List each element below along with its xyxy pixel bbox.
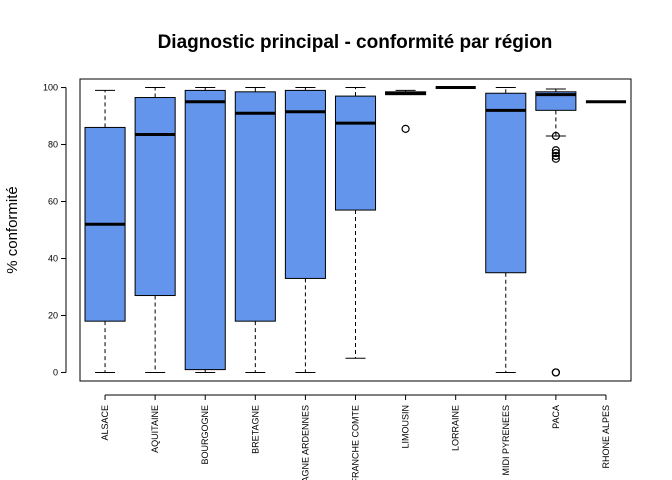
box-group <box>134 87 176 373</box>
y-tick-label: 40 <box>48 253 58 263</box>
x-tick-label: MIDI PYRENEES <box>501 405 511 476</box>
outlier-point <box>551 151 560 161</box>
y-tick-label: 20 <box>48 310 58 320</box>
box-group <box>284 87 326 373</box>
outlier-point <box>551 146 560 155</box>
box-group <box>234 87 276 373</box>
box-iqr <box>535 91 577 111</box>
x-tick-label: LIMOUSIN <box>401 405 411 449</box>
y-axis: 0 20 40 60 80 100 <box>43 83 67 377</box>
box-iqr <box>485 92 527 274</box>
x-axis: ALSACE AQUITAINE BOURGOGNE BRETAGNE CHAMPAGN… <box>100 394 611 480</box>
box-group <box>184 87 226 373</box>
box-group <box>334 87 377 359</box>
outlier-point <box>401 124 410 133</box>
box-group <box>485 87 527 373</box>
outlier-point <box>551 368 560 377</box>
y-tick-label: 80 <box>48 140 58 150</box>
box-iqr <box>184 89 226 371</box>
outlier-point <box>551 131 560 141</box>
x-tick-label: RHONE ALPES <box>601 405 611 469</box>
box-group <box>535 88 577 377</box>
x-tick-label: FRANCHE COMTE <box>351 405 361 480</box>
box-series <box>84 86 626 377</box>
x-tick-label: ALSACE <box>100 405 110 441</box>
x-tick-label: PACA <box>551 405 561 429</box>
y-tick-label: 100 <box>43 83 58 93</box>
y-tick-label: 0 <box>53 367 58 377</box>
x-tick-label: LORRAINE <box>451 405 461 451</box>
box-iqr <box>134 97 176 297</box>
x-tick-label: BRETAGNE <box>250 405 260 454</box>
x-tick-label: AQUITAINE <box>150 405 160 453</box>
box-group <box>385 89 427 133</box>
x-tick-label: CHAMPAGNE ARDENNES <box>300 405 310 480</box>
box-group <box>84 89 126 373</box>
chart-title: Diagnostic principal - conformité par ré… <box>158 32 553 53</box>
box-iqr <box>284 89 326 279</box>
x-tick-label: BOURGOGNE <box>200 405 210 465</box>
box-iqr <box>234 91 276 322</box>
outlier-point <box>551 148 560 158</box>
y-axis-label: % conformité <box>4 186 21 274</box>
box-iqr <box>334 95 377 211</box>
y-tick-label: 60 <box>48 197 58 207</box>
plot-frame <box>79 78 632 382</box>
outlier-point <box>551 154 560 163</box>
